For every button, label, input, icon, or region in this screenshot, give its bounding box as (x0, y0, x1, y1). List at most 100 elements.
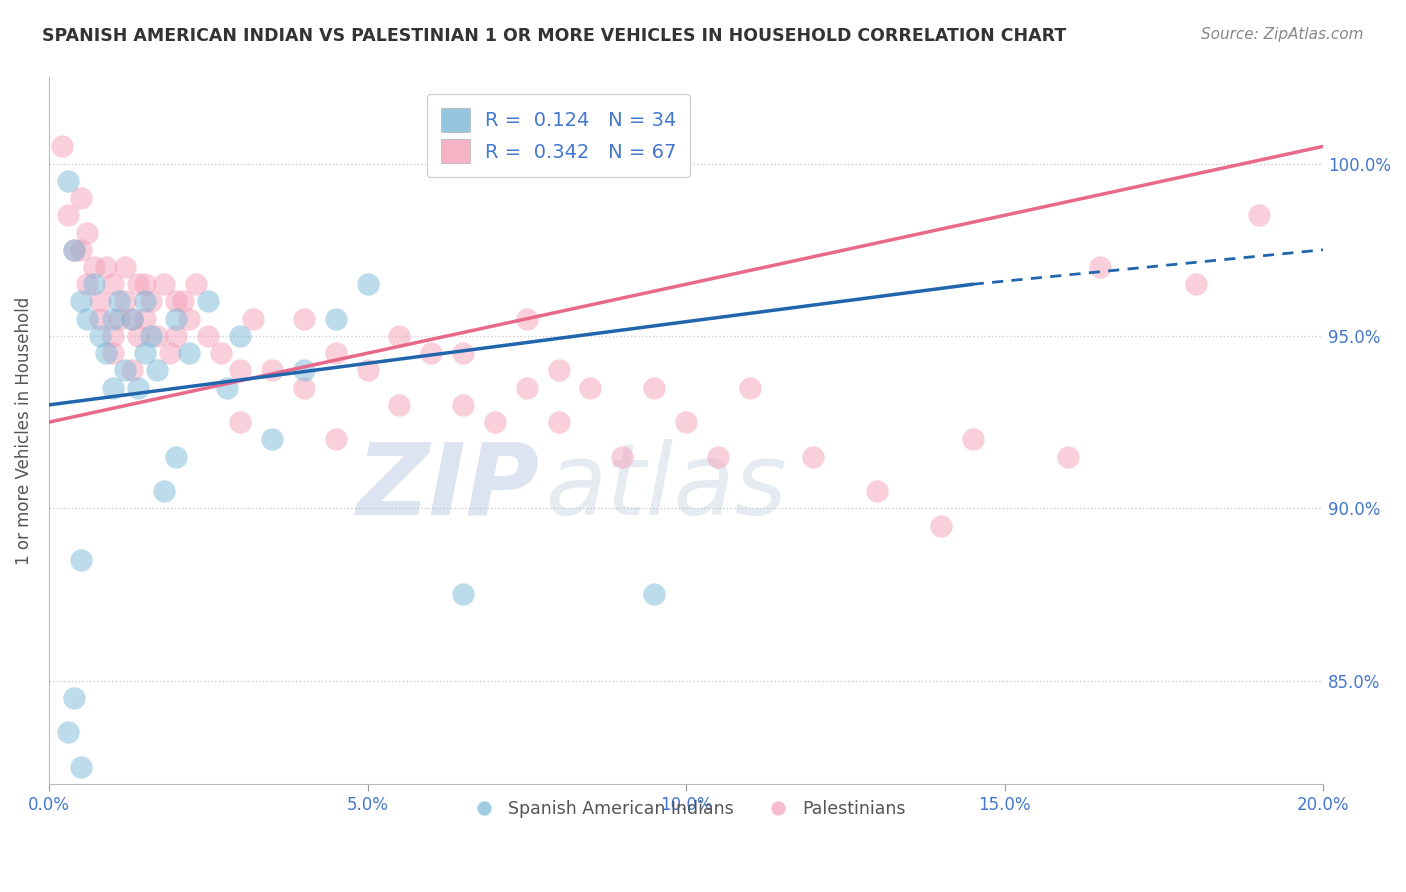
Point (108, 294, 131, 309)
Y-axis label: 1 or more Vehicles in Household: 1 or more Vehicles in Household (15, 297, 32, 565)
Point (121, 363, 143, 377)
Point (1057, 450, 1080, 464)
Point (643, 381, 665, 395)
Point (1088, 260, 1111, 274)
Point (260, 363, 283, 377)
Point (127, 277, 149, 292)
Point (165, 294, 187, 309)
Point (675, 415, 697, 429)
Point (451, 587, 474, 601)
Point (325, 346, 347, 360)
Point (172, 294, 194, 309)
Point (547, 363, 569, 377)
Point (121, 311, 143, 326)
Point (83, 277, 105, 292)
Point (114, 294, 136, 309)
Point (388, 398, 411, 412)
Text: SPANISH AMERICAN INDIAN VS PALESTINIAN 1 OR MORE VEHICLES IN HOUSEHOLD CORRELATI: SPANISH AMERICAN INDIAN VS PALESTINIAN 1… (42, 27, 1066, 45)
Point (516, 311, 538, 326)
Point (1184, 277, 1206, 292)
Point (101, 311, 124, 326)
Point (179, 346, 201, 360)
Point (451, 346, 474, 360)
Point (929, 518, 952, 533)
Point (866, 484, 889, 499)
Point (139, 329, 162, 343)
Point (89, 294, 111, 309)
Point (962, 433, 984, 447)
Point (114, 363, 136, 377)
Point (738, 381, 761, 395)
Point (127, 329, 149, 343)
Point (643, 587, 665, 601)
Point (516, 381, 538, 395)
Point (134, 294, 156, 309)
Point (209, 346, 232, 360)
Point (51, 139, 73, 153)
Point (612, 450, 634, 464)
Point (56, 174, 79, 188)
Point (114, 260, 136, 274)
Point (69, 243, 91, 257)
Point (229, 415, 252, 429)
Point (139, 294, 162, 309)
Point (260, 433, 283, 447)
Point (451, 398, 474, 412)
Point (56, 208, 79, 222)
Point (101, 277, 124, 292)
Point (1249, 208, 1271, 222)
Point (484, 415, 506, 429)
Point (152, 277, 174, 292)
Point (707, 450, 730, 464)
Point (146, 329, 169, 343)
Point (292, 311, 315, 326)
Point (101, 381, 124, 395)
Point (69, 760, 91, 774)
Point (803, 450, 825, 464)
Point (217, 381, 239, 395)
Point (89, 311, 111, 326)
Point (101, 346, 124, 360)
Text: atlas: atlas (546, 439, 787, 536)
Point (184, 277, 207, 292)
Point (108, 311, 131, 326)
Point (76, 226, 98, 240)
Point (63, 243, 86, 257)
Point (325, 311, 347, 326)
Point (89, 329, 111, 343)
Point (179, 311, 201, 326)
Point (197, 294, 219, 309)
Point (101, 329, 124, 343)
Point (134, 311, 156, 326)
Point (56, 725, 79, 739)
Point (63, 243, 86, 257)
Text: Source: ZipAtlas.com: Source: ZipAtlas.com (1201, 27, 1364, 42)
Point (63, 690, 86, 705)
Point (76, 277, 98, 292)
Point (96, 260, 118, 274)
Point (121, 311, 143, 326)
Point (420, 346, 443, 360)
Point (242, 311, 264, 326)
Point (69, 294, 91, 309)
Point (152, 484, 174, 499)
Point (134, 277, 156, 292)
Legend: Spanish American Indians, Palestinians: Spanish American Indians, Palestinians (460, 793, 912, 825)
Point (69, 191, 91, 205)
Point (76, 311, 98, 326)
Point (547, 415, 569, 429)
Point (134, 346, 156, 360)
Point (146, 363, 169, 377)
Point (229, 363, 252, 377)
Point (165, 450, 187, 464)
Point (356, 363, 378, 377)
Point (292, 381, 315, 395)
Point (197, 329, 219, 343)
Point (159, 346, 181, 360)
Point (292, 363, 315, 377)
Point (325, 433, 347, 447)
Point (165, 311, 187, 326)
Point (356, 277, 378, 292)
Point (96, 346, 118, 360)
Text: ZIP: ZIP (357, 439, 540, 536)
